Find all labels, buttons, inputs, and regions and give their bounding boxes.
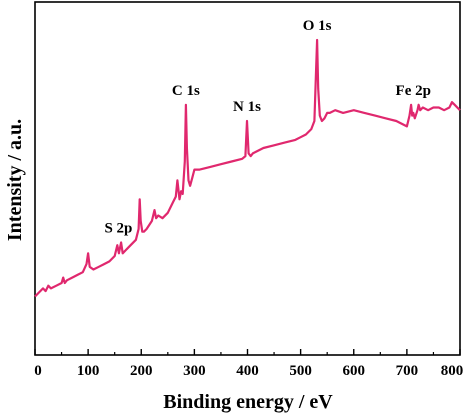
x-tick-label: 400 [236,363,259,379]
x-tick-label: 300 [183,363,206,379]
x-tick-label: 800 [441,363,464,379]
x-tick-label: 600 [343,363,366,379]
x-tick-label: 0 [34,363,42,379]
peak-label: O 1s [303,18,332,34]
plot-frame [34,1,461,356]
peak-label: C 1s [172,83,200,99]
peak-annotations: S 2p C 1s N 1s O 1s Fe 2p [104,18,431,237]
peak-label: N 1s [233,99,261,115]
x-tick-label: 700 [396,363,419,379]
x-axis-tick-labels: 0 100 200 300 400 500 600 700 800 [34,363,463,379]
x-tick-label: 500 [289,363,312,379]
x-tick-label: 100 [77,363,100,379]
x-axis-title: Binding energy / eV [163,391,333,413]
x-tick-label: 200 [130,363,153,379]
peak-label: S 2p [104,221,132,237]
peak-label: Fe 2p [396,83,431,99]
y-axis-title: Intensity / a.u. [4,119,26,241]
x-axis-ticks [34,349,461,355]
series-line [34,38,461,298]
